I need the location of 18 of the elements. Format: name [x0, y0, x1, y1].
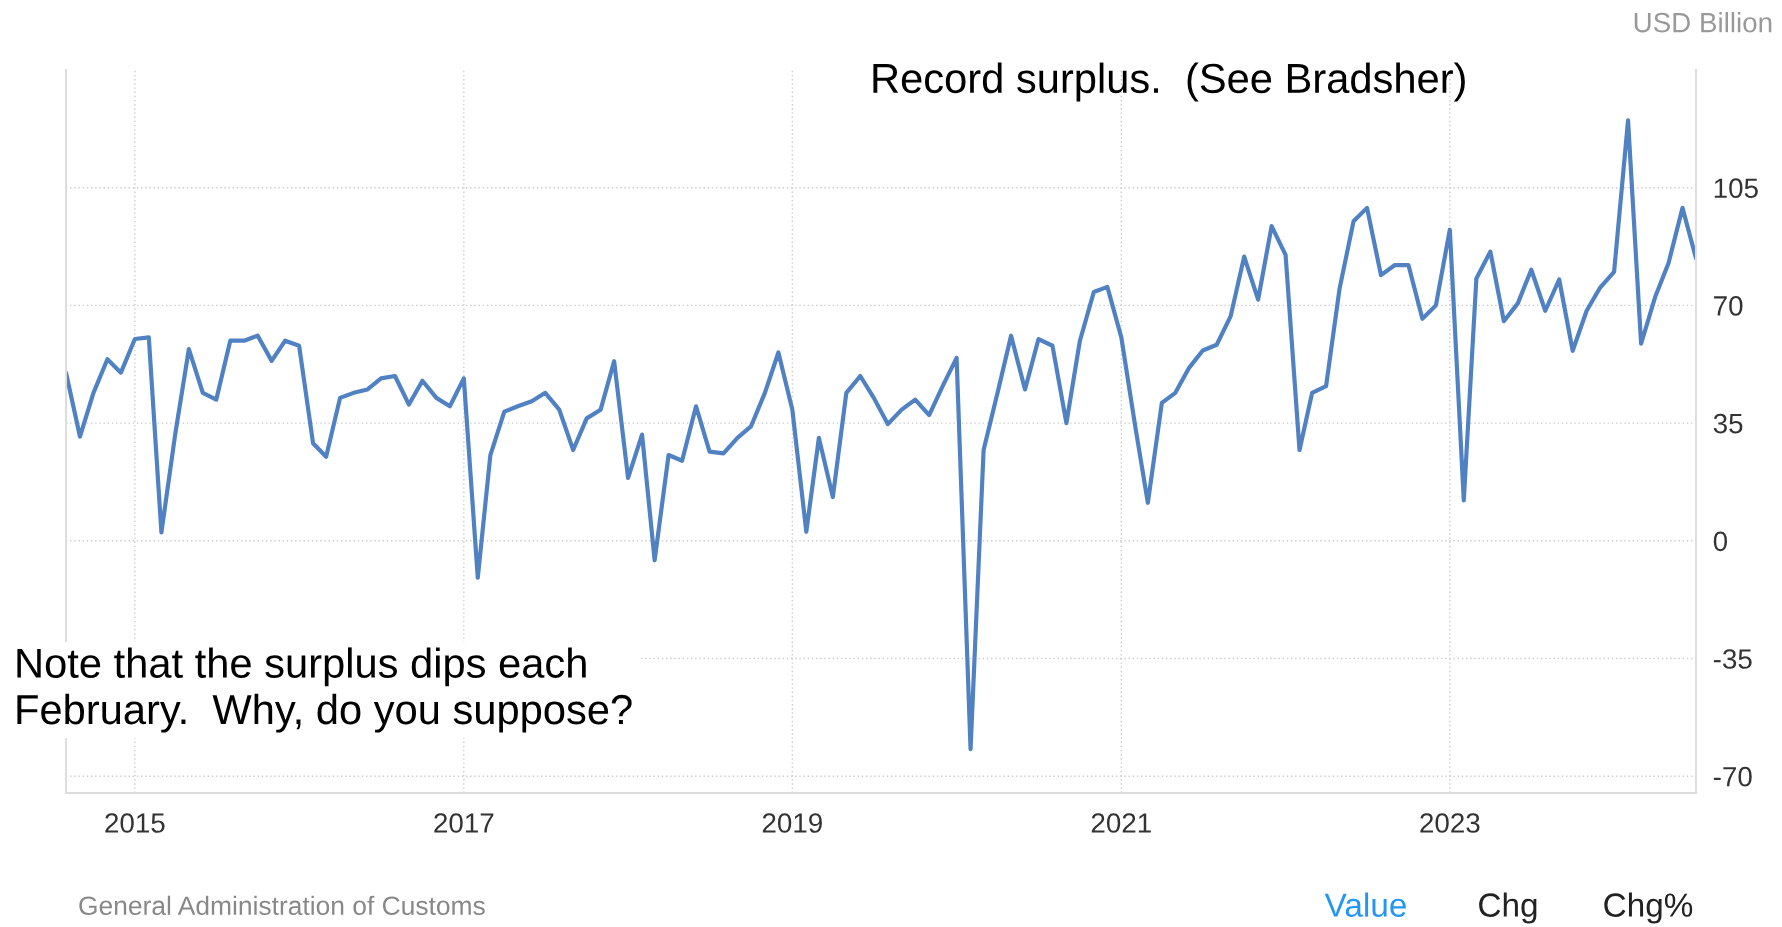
- y-tick-label: 70: [1714, 296, 1743, 316]
- y-tick-label: 0: [1713, 531, 1728, 552]
- y-tick-label: 35: [1713, 413, 1743, 434]
- text: Chg: [1479, 892, 1537, 924]
- annotation: Record surplus. (See Bradsher): [873, 62, 1465, 102]
- x-tick-label: 2015: [105, 813, 165, 833]
- y-tick-label: -70: [1713, 766, 1752, 787]
- annotation: Note that the surplus dips each February. Why, do you suppose?: [17, 647, 632, 733]
- text: Value: [1324, 892, 1406, 917]
- y-tick-label: 105: [1714, 178, 1758, 199]
- text: General Administration of Customs: [79, 895, 485, 916]
- y-axis-title: USD Billion: [1634, 12, 1772, 33]
- x-tick-label: 2021: [1091, 813, 1151, 833]
- text: Chg%: [1604, 892, 1693, 924]
- x-tick-label: 2019: [762, 813, 822, 833]
- x-tick-label: 2017: [434, 813, 494, 833]
- y-tick-label: -35: [1713, 649, 1752, 669]
- x-tick-label: 2023: [1420, 813, 1480, 833]
